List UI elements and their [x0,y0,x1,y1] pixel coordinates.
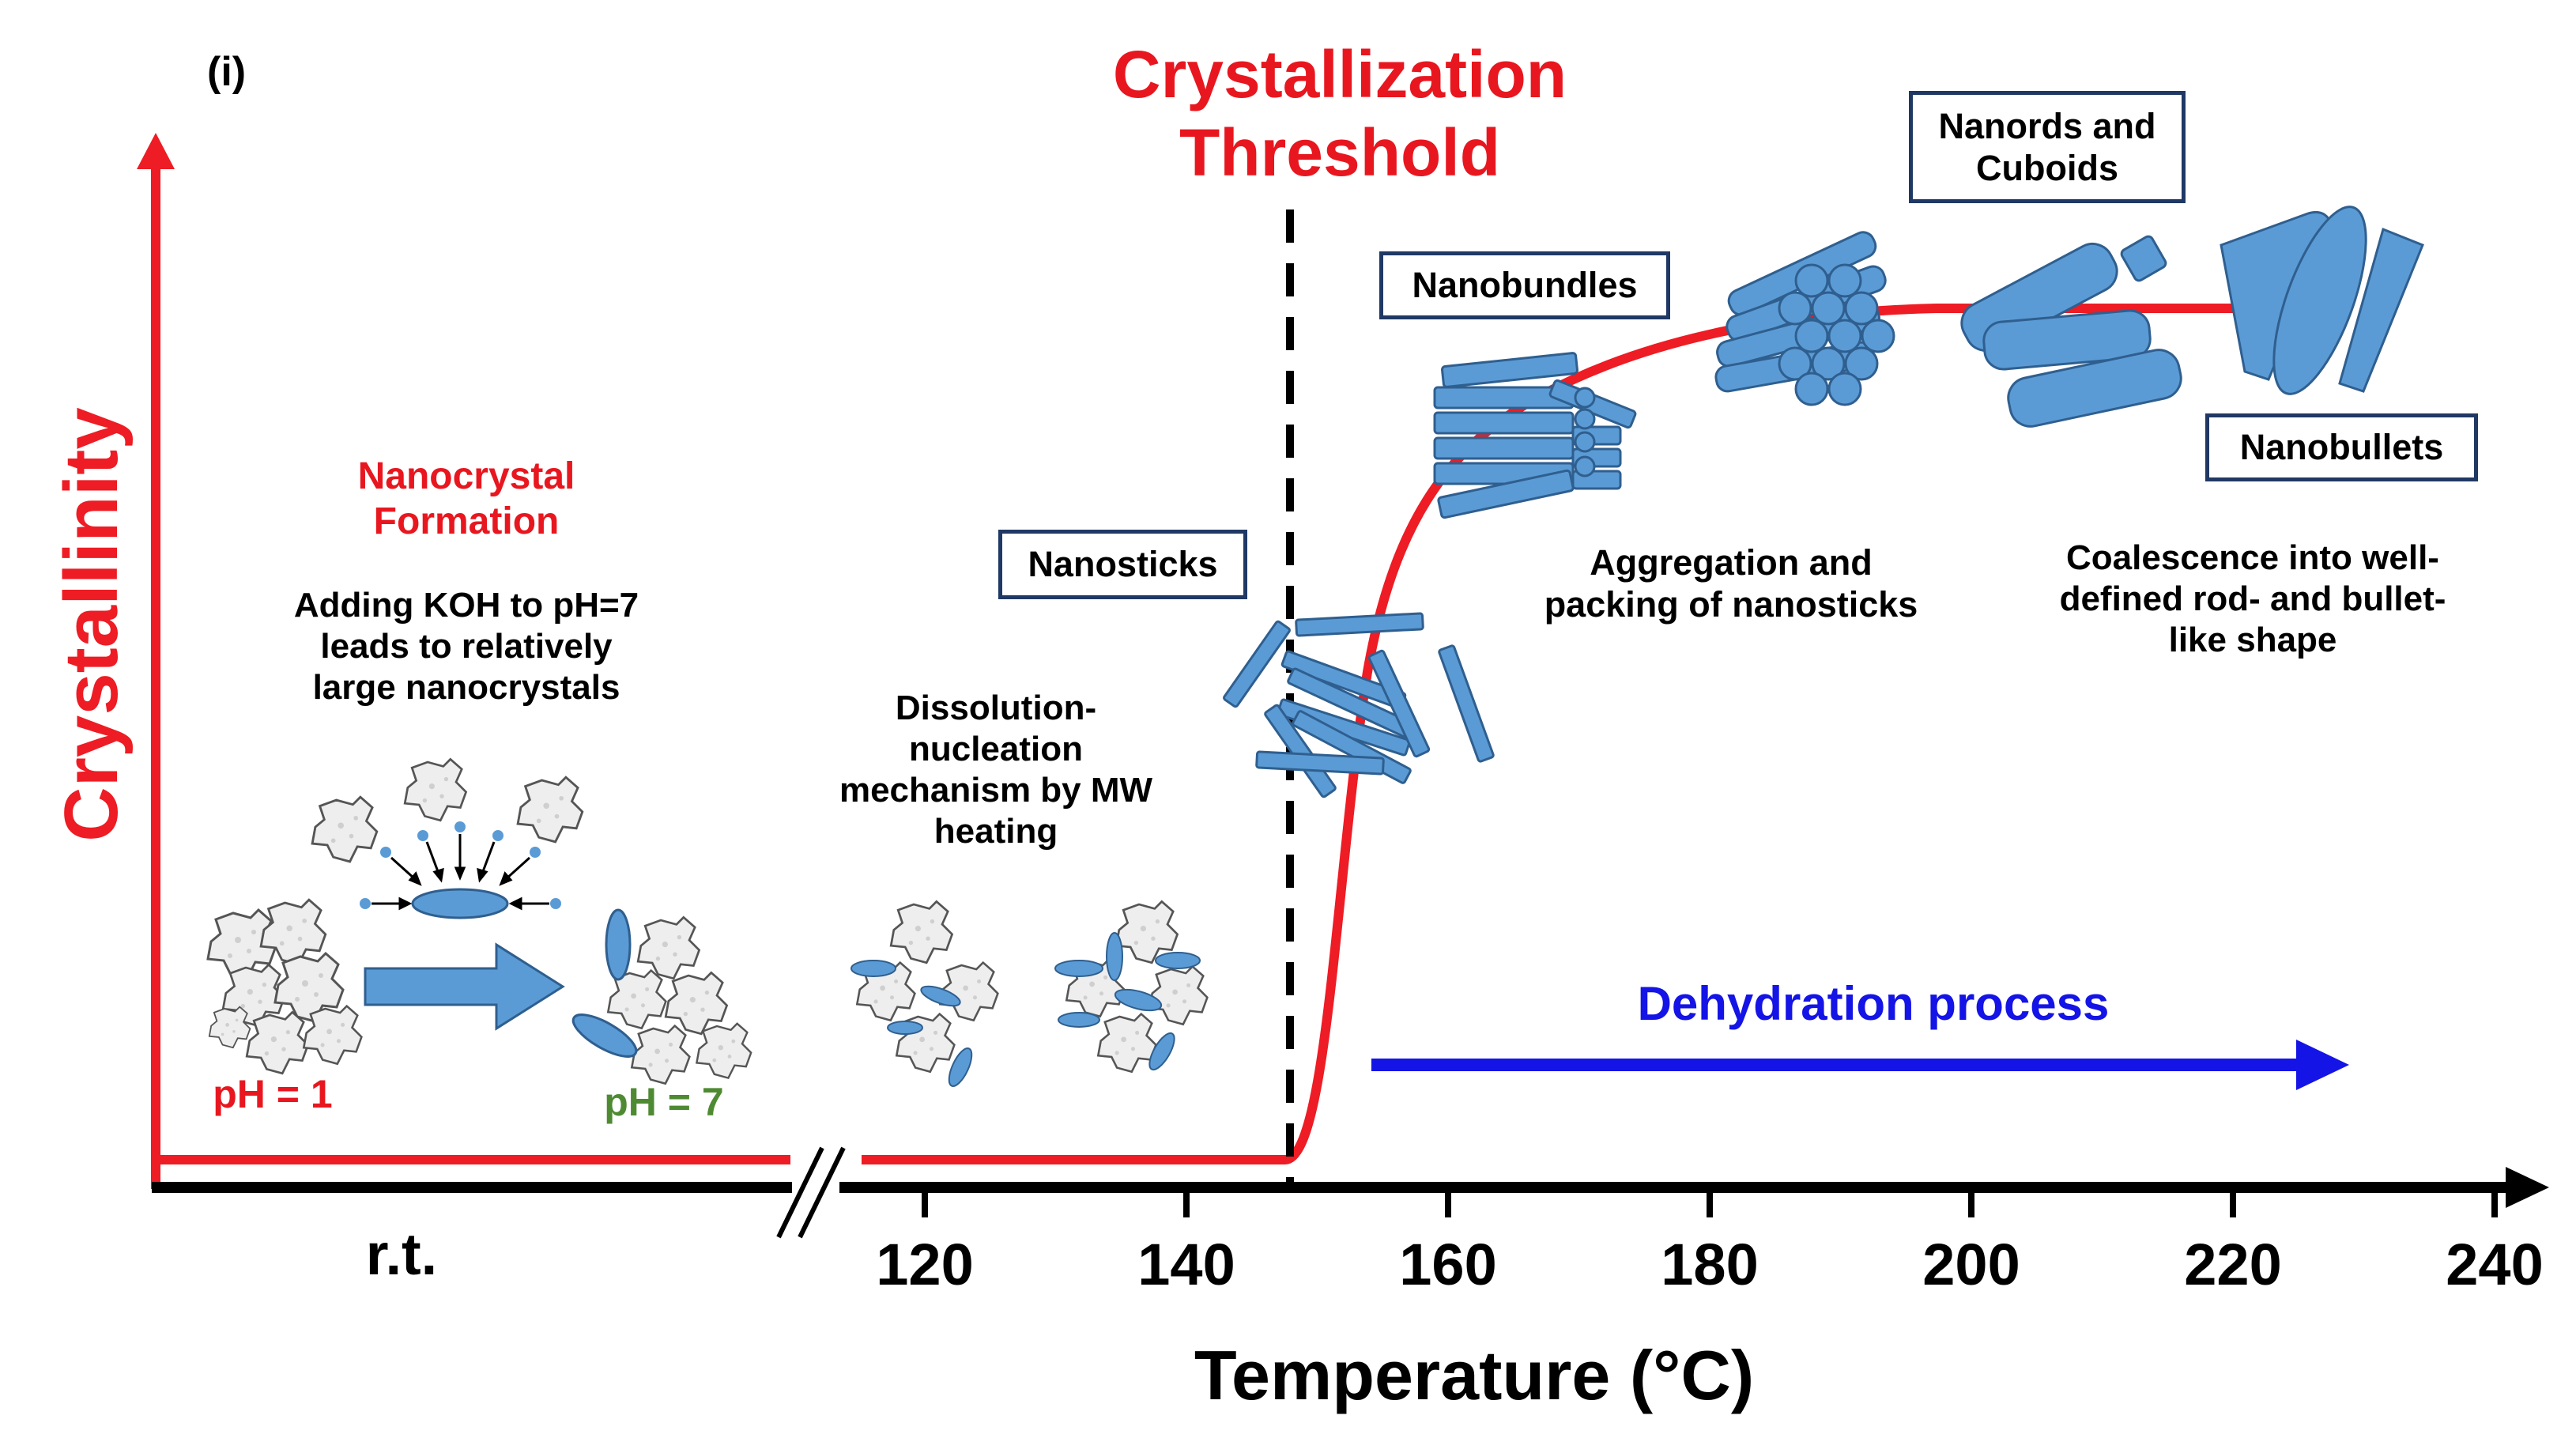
x-axis-arrow-icon [2506,1167,2549,1208]
crystallinity-curve [156,304,2292,1165]
threshold-title-line: Crystallization [1112,37,1567,111]
right-arrow-icon [2296,1040,2349,1090]
x-axis-label: Temperature (°C) [1194,1336,1754,1414]
description-line: heating [933,811,1058,851]
y-axis-label: Crystallinity [49,407,134,842]
nanobundles-box: Nanobundles [1379,251,1670,319]
nanords-cuboids-box: Nanords and Cuboids [1909,91,2186,203]
x-tick-label: 180 [1661,1232,1758,1297]
x-tick-label: 140 [1137,1232,1235,1297]
ion-arrows [372,834,549,911]
description-line: Dissolution- [895,689,1097,727]
dissolution-description: Dissolution- nucleation mechanism by MW … [790,688,1201,852]
nanostick-icon [1223,612,1495,798]
y-axis [137,133,175,1189]
description-line: defined rod- and bullet- [2059,579,2446,618]
x-tick-label: 160 [1399,1232,1496,1297]
box-line: Nanords and [1938,105,2156,146]
dissolution-illustration [850,900,1209,1087]
description-line: like shape [2168,620,2337,659]
panel-label: (i) [207,49,246,95]
description-line: large nanocrystals [312,667,620,707]
nanocrystal-description: Adding KOH to pH=7 leads to relatively l… [237,585,696,708]
x-tick-label: 200 [1922,1232,2020,1297]
axis-break-mark [798,1146,846,1239]
description-line: Adding KOH to pH=7 [293,586,639,625]
nanosticks-box: Nanosticks [998,530,1247,599]
y-axis-arrow-icon [137,133,175,169]
description-line: packing of nanosticks [1544,584,1918,625]
description-line: Coalescence into well- [2066,538,2439,577]
coalescence-description: Coalescence into well- defined rod- and … [2000,538,2506,661]
x-tick-label: 240 [2446,1232,2543,1297]
nanobundle-icon [1714,231,1895,406]
dehydration-arrow [1371,1040,2349,1090]
stage-title-line: Formation [373,500,560,542]
nanobullet-icon [2220,206,2424,395]
x-tick-label: r.t. [366,1221,437,1287]
aggregate-particle-icon [206,898,363,1075]
nanobundle-icon [1433,352,1637,519]
nanocrystal-illustration [206,758,752,1085]
box-line: Cuboids [1976,148,2118,188]
description-line: Aggregation and [1590,542,1873,583]
ph-start-label: pH = 1 [213,1072,333,1116]
description-line: nucleation [908,729,1084,768]
x-tick-label: 220 [2184,1232,2281,1297]
ph-end-label: pH = 7 [604,1080,724,1124]
nanocrystal-seed-icon [411,888,509,919]
aggregate-particle-icon [311,758,584,863]
x-tick-label: 120 [876,1232,973,1297]
stage-title-line: Nanocrystal [357,455,575,497]
x-axis: r.t. 120 140 160 180 200 220 240 [152,1146,2549,1297]
description-line: leads to relatively [320,626,613,666]
right-arrow-icon [364,942,565,1031]
threshold-title: Crystallization Threshold [1032,36,1648,192]
aggregation-description: Aggregation and packing of nanosticks [1502,542,1960,625]
nanocrystal-formation-title: Nanocrystal Formation [269,455,664,544]
description-line: mechanism by MW [839,770,1153,810]
threshold-title-line: Threshold [1179,115,1500,191]
axis-break-mark [776,1146,824,1239]
dehydration-label: Dehydration process [1637,977,2110,1030]
nanorod-icon [1960,235,2182,428]
nanobullets-box: Nanobullets [2205,413,2478,481]
